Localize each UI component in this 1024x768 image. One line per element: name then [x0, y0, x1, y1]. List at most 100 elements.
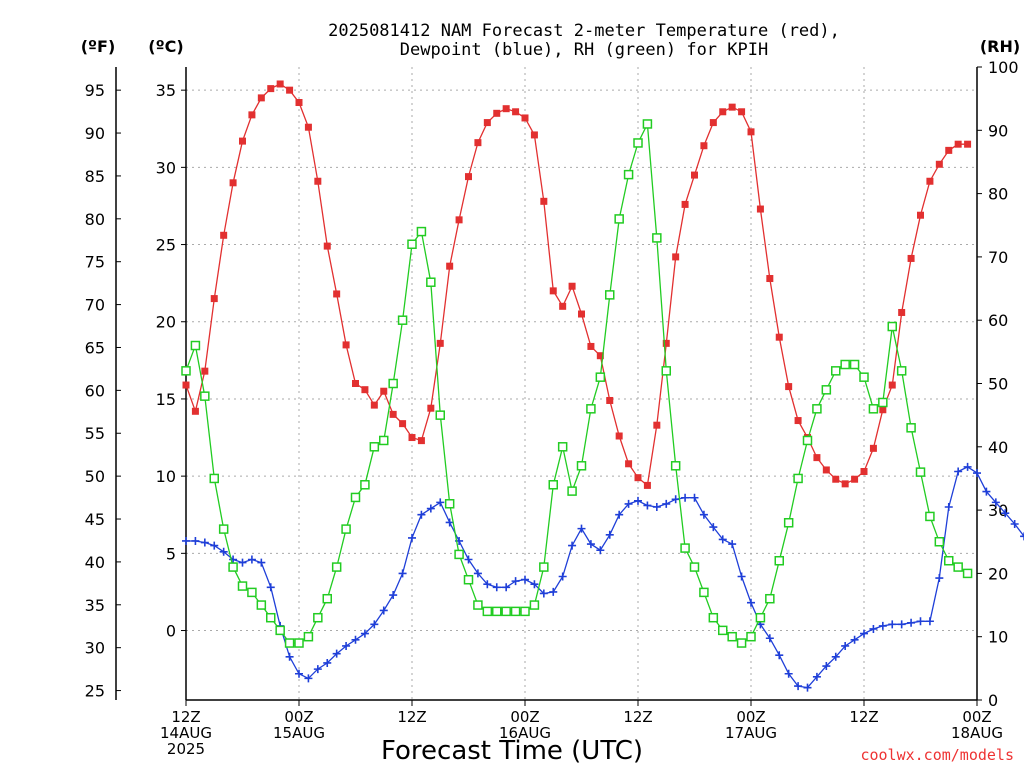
- temperature-point: [399, 420, 407, 428]
- temperature-point: [257, 94, 265, 102]
- dewpoint-point: [878, 621, 887, 630]
- time-tick-label: 00Z: [284, 708, 313, 726]
- rh-tick-label: 10: [988, 628, 1008, 647]
- dewpoint-point: [483, 580, 492, 589]
- temperature-point: [643, 481, 651, 489]
- celsius-tick-label: 20: [156, 313, 176, 332]
- dewpoint-point: [850, 635, 859, 644]
- temperature-point: [314, 177, 322, 185]
- dewpoint-point: [728, 540, 737, 549]
- temperature-point: [502, 105, 510, 113]
- rh-tick-label: 90: [988, 121, 1008, 140]
- dewpoint-point: [737, 572, 746, 581]
- rh-point: [849, 359, 860, 370]
- rh-point: [407, 239, 417, 249]
- temperature-point: [709, 119, 717, 127]
- rh-point: [454, 549, 464, 560]
- rh-tick-label: 80: [988, 185, 1008, 204]
- dewpoint-point: [398, 569, 407, 578]
- dewpoint-point: [247, 555, 256, 564]
- rh-point: [218, 524, 229, 534]
- dewpoint-point: [586, 540, 595, 549]
- rh-point: [322, 593, 332, 604]
- fahrenheit-tick-label: 80: [85, 210, 105, 229]
- temperature-point: [248, 111, 256, 119]
- fahrenheit-tick-label: 30: [85, 639, 105, 658]
- dewpoint-point: [803, 683, 812, 692]
- rh-point: [736, 638, 747, 648]
- dewpoint-point: [652, 503, 661, 512]
- dewpoint-point: [530, 580, 539, 589]
- dewpoint-point: [699, 510, 708, 519]
- dewpoint-point: [709, 523, 718, 532]
- rh-point: [200, 391, 210, 401]
- rh-point: [341, 524, 351, 534]
- rh-point: [623, 169, 634, 180]
- temperature-point: [530, 131, 538, 139]
- dewpoint-point: [935, 574, 944, 583]
- rh-point: [906, 423, 916, 433]
- temperature-point: [964, 140, 972, 148]
- rh-point: [896, 366, 907, 376]
- temperature-point: [775, 333, 783, 341]
- chart-title-line1: 2025081412 NAM Forecast 2-meter Temperat…: [328, 21, 840, 41]
- rh-point: [586, 404, 596, 414]
- rh-point: [670, 461, 681, 471]
- rh-point: [510, 606, 521, 617]
- temperature-point: [210, 295, 218, 303]
- dewpoint-point: [257, 558, 266, 567]
- rh-point: [755, 612, 766, 623]
- dewpoint-point: [775, 651, 784, 660]
- rh-point: [228, 562, 238, 572]
- rh-point: [605, 290, 615, 300]
- dewpoint-point: [266, 583, 275, 592]
- series-temperature: [182, 80, 972, 489]
- dewpoint-point: [238, 558, 247, 567]
- dewpoint-point: [549, 587, 558, 596]
- dewpoint-point: [295, 669, 303, 678]
- temperature-point: [907, 254, 915, 262]
- rh-point: [567, 486, 577, 496]
- rh-point: [539, 562, 549, 572]
- dewpoint-point: [473, 569, 482, 578]
- dewpoint-point: [925, 617, 934, 626]
- temperature-point: [954, 140, 962, 148]
- temperature-point: [323, 242, 331, 250]
- rh-point: [482, 606, 493, 617]
- temperature-point: [813, 454, 821, 462]
- fahrenheit-tick-label: 50: [85, 467, 105, 486]
- celsius-tick-label: 30: [156, 158, 176, 177]
- rh-point: [435, 410, 445, 420]
- temperature-point: [559, 302, 567, 310]
- celsius-tick-label: 25: [156, 236, 176, 255]
- temperature-point: [276, 80, 284, 88]
- temperature-point: [625, 460, 633, 468]
- rh-tick-label: 40: [988, 438, 1008, 457]
- rh-tick-label: 100: [988, 58, 1019, 77]
- rh-point: [727, 631, 737, 642]
- time-tick-label: 2025: [167, 740, 205, 758]
- dewpoint-point: [426, 504, 435, 513]
- dewpoint-point: [539, 589, 548, 598]
- rh-point: [388, 378, 398, 389]
- temperature-point: [738, 108, 746, 116]
- dewpoint-point: [718, 535, 727, 544]
- temperature-point: [455, 216, 463, 224]
- temperature-point: [945, 146, 953, 154]
- rh-point: [812, 404, 822, 414]
- temperature-point: [342, 341, 350, 349]
- rh-point: [237, 581, 248, 591]
- temperature-point: [606, 396, 614, 404]
- temperature-point: [794, 417, 802, 425]
- temperature-point: [191, 407, 199, 415]
- rh-point: [944, 555, 954, 566]
- rh-point: [661, 366, 671, 376]
- rh-tick-label: 60: [988, 311, 1008, 330]
- temperature-point: [653, 421, 661, 429]
- rh-point: [689, 562, 700, 572]
- temperature-point: [549, 287, 557, 295]
- temperature-point: [672, 253, 680, 261]
- rh-point: [426, 277, 436, 287]
- temperature-point: [521, 114, 529, 122]
- rh-point: [859, 372, 869, 382]
